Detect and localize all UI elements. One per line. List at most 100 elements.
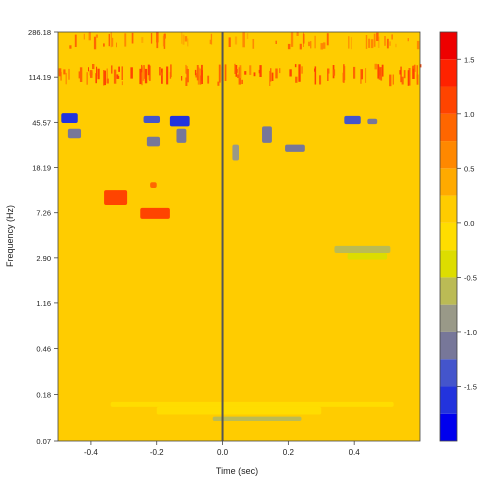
hf-activity-mark	[161, 68, 163, 84]
hf-activity-mark	[327, 69, 329, 81]
hf-activity-mark	[400, 66, 402, 83]
hf-activity-mark	[244, 71, 247, 75]
x-tick-label: -0.2	[150, 448, 164, 457]
colorbar-segment	[440, 141, 457, 169]
hf-activity-mark	[113, 69, 117, 84]
hf-activity-mark	[360, 69, 362, 84]
colorbar-tick-label: 0.0	[464, 219, 474, 228]
hf-activity-mark	[299, 43, 302, 50]
hf-activity-mark	[275, 68, 278, 79]
hf-activity-mark	[110, 32, 112, 48]
hf-activity-mark	[63, 69, 66, 75]
hf-activity-mark	[147, 64, 150, 76]
hf-activity-mark	[187, 38, 189, 47]
hf-activity-mark	[58, 68, 62, 77]
hf-activity-mark	[298, 64, 301, 82]
heatmap-region	[334, 245, 391, 254]
hf-activity-mark	[314, 66, 317, 85]
heatmap-region	[232, 144, 239, 161]
colorbar-segment	[440, 331, 457, 360]
y-tick-label: 0.18	[36, 391, 51, 400]
x-tick-label: 0.0	[217, 448, 229, 457]
heatmap-plot	[57, 31, 422, 442]
colorbar-segment	[440, 359, 457, 387]
hf-activity-mark	[389, 74, 392, 87]
hf-activity-mark	[289, 69, 292, 77]
hf-activity-mark	[377, 36, 380, 48]
x-tick-label: 0.2	[283, 448, 295, 457]
hf-activity-mark	[414, 64, 416, 72]
heatmap-region	[367, 118, 378, 125]
hf-activity-mark	[379, 67, 381, 76]
hf-activity-mark	[377, 64, 380, 79]
hf-activity-mark	[195, 73, 197, 78]
hf-activity-mark	[279, 68, 281, 74]
colorbar-segment	[440, 32, 457, 60]
hf-activity-mark	[131, 32, 134, 44]
colorbar-tick-label: -1.5	[464, 382, 477, 391]
hf-activity-mark	[116, 74, 119, 79]
hf-activity-mark	[326, 33, 329, 46]
colorbar-segment	[440, 113, 457, 142]
hf-activity-mark	[234, 36, 238, 45]
hf-activity-mark	[88, 67, 89, 72]
hf-activity-mark	[290, 32, 294, 47]
hf-activity-mark	[141, 37, 144, 43]
hf-activity-mark	[106, 78, 109, 84]
hf-activity-mark	[162, 35, 165, 47]
colorbar-segment	[440, 195, 457, 223]
hf-activity-mark	[163, 34, 166, 49]
hf-activity-mark	[320, 43, 324, 50]
hf-activity-mark	[69, 45, 72, 49]
hf-activity-mark	[68, 68, 70, 80]
hf-activity-mark	[368, 38, 370, 48]
colorbar-segment	[440, 386, 457, 414]
hf-activity-mark	[194, 69, 197, 76]
hf-activity-mark	[150, 33, 153, 44]
colorbar-tick-label: 0.5	[464, 164, 474, 173]
heatmap-region	[146, 136, 161, 147]
hf-activity-mark	[350, 37, 352, 50]
hf-activity-mark	[88, 32, 91, 41]
hf-activity-mark	[384, 36, 386, 46]
hf-activity-mark	[408, 68, 411, 86]
heatmap-region	[262, 126, 272, 143]
hf-activity-mark	[96, 66, 98, 77]
hf-activity-mark	[65, 72, 67, 85]
heatmap-region	[169, 115, 190, 127]
hf-activity-mark	[181, 76, 183, 81]
heatmap-region	[140, 207, 170, 219]
x-tick-label: 0.4	[349, 448, 361, 457]
hf-activity-mark	[391, 34, 393, 40]
hf-activity-mark	[252, 39, 255, 49]
hf-activity-mark	[124, 33, 127, 47]
hf-activity-mark	[139, 68, 142, 85]
hf-activity-mark	[376, 32, 379, 41]
hf-activity-mark	[314, 35, 316, 49]
hf-activity-mark	[269, 70, 271, 86]
colorbar-tick-label: -1.0	[464, 328, 477, 337]
hf-activity-mark	[234, 63, 236, 74]
hf-activity-mark	[184, 36, 188, 42]
x-axis: -0.4 -0.2 0.0 0.2 0.4	[84, 441, 360, 457]
hf-activity-mark	[104, 70, 106, 86]
hf-activity-mark	[74, 34, 77, 47]
hf-activity-mark	[416, 65, 418, 79]
hf-activity-mark	[111, 37, 114, 47]
hf-activity-mark	[159, 67, 161, 76]
y-tick-label: 286.18	[28, 28, 51, 37]
x-tick-label: -0.4	[84, 448, 98, 457]
hf-activity-mark	[302, 33, 305, 44]
hf-activity-mark	[241, 79, 243, 84]
hf-activity-mark	[196, 65, 199, 81]
hf-activity-mark	[92, 64, 95, 70]
y-axis: 286.18 114.19 45.57 18.19 7.26 2.90 1.16 0.46 0.…	[28, 28, 58, 446]
hf-activity-mark	[365, 68, 367, 83]
hf-activity-mark	[259, 65, 262, 77]
hf-activity-mark	[78, 71, 81, 79]
hf-activity-mark	[412, 65, 415, 69]
colorbar-segment	[440, 304, 457, 332]
hf-activity-mark	[270, 68, 272, 82]
hf-activity-mark	[201, 64, 203, 81]
